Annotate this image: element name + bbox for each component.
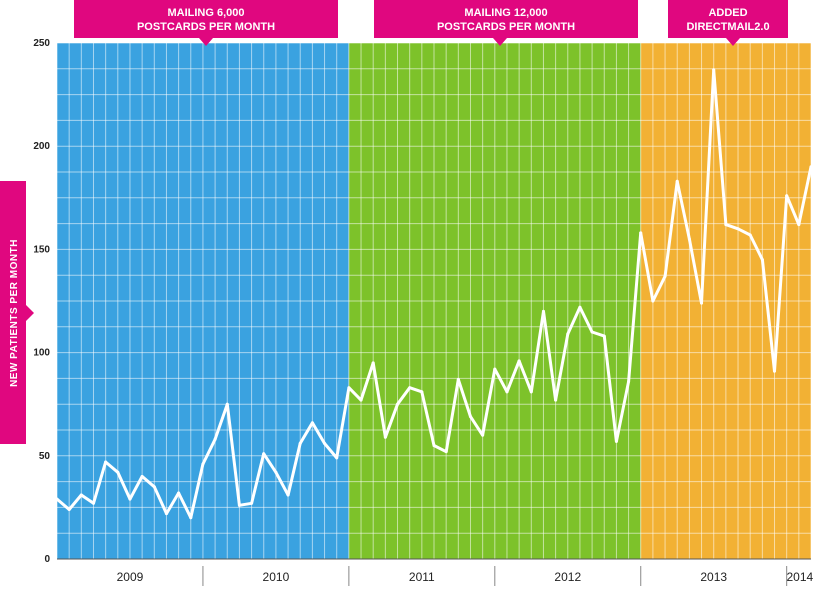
year-label: 2014 [786, 570, 813, 584]
data-point [79, 493, 83, 497]
data-point [213, 437, 217, 441]
data-point [152, 485, 156, 489]
data-point [456, 377, 460, 381]
data-point [639, 231, 643, 235]
data-point [590, 330, 594, 334]
data-point [420, 390, 424, 394]
data-point [116, 470, 120, 474]
callout-line2: POSTCARDS PER MONTH [137, 21, 275, 33]
y-axis-label-tab: NEW PATIENTS PER MONTH [0, 181, 34, 444]
data-point [468, 415, 472, 419]
data-point [578, 305, 582, 309]
data-point [237, 503, 241, 507]
callout-line2: POSTCARDS PER MONTH [437, 21, 575, 33]
data-point [651, 299, 655, 303]
year-label: 2009 [117, 570, 144, 584]
data-point [250, 501, 254, 505]
data-point [785, 194, 789, 198]
data-point [359, 398, 363, 402]
data-point [128, 497, 132, 501]
data-point [687, 237, 691, 241]
y-tick-label: 0 [44, 554, 50, 565]
y-axis-label: NEW PATIENTS PER MONTH [9, 239, 20, 387]
grid-lines [56, 42, 812, 560]
callout-line1: MAILING 12,000 [464, 7, 547, 19]
data-point [274, 470, 278, 474]
y-axis-ticks: 0 50 100 150 200 250 [33, 38, 50, 565]
data-point [760, 258, 764, 262]
series-layer [55, 68, 813, 520]
data-point [262, 452, 266, 456]
data-point [493, 367, 497, 371]
data-point [396, 402, 400, 406]
callouts: MAILING 6,000 POSTCARDS PER MONTH MAILING … [74, 0, 788, 46]
data-point [736, 227, 740, 231]
data-point [602, 334, 606, 338]
data-point [614, 439, 618, 443]
year-label: 2011 [409, 570, 435, 584]
data-point [383, 435, 387, 439]
data-point [773, 369, 777, 373]
data-point [408, 386, 412, 390]
y-tick-label: 50 [39, 451, 51, 462]
data-point [481, 433, 485, 437]
data-point [323, 441, 327, 445]
year-label: 2010 [263, 570, 290, 584]
data-point [517, 359, 521, 363]
callout-pointer [493, 38, 507, 46]
data-point [140, 474, 144, 478]
data-point [505, 390, 509, 394]
data-point [432, 443, 436, 447]
callout-line2: DIRECTMAIL2.0 [686, 21, 769, 33]
data-point [298, 441, 302, 445]
callout-box [74, 0, 338, 38]
data-point [225, 402, 229, 406]
data-point [748, 233, 752, 237]
year-label: 2012 [554, 570, 581, 584]
data-point [335, 456, 339, 460]
data-point [104, 460, 108, 464]
callout-pointer [726, 38, 740, 46]
data-point [627, 379, 631, 383]
data-point [724, 223, 728, 227]
data-point [67, 507, 71, 511]
data-point [164, 512, 168, 516]
data-point [566, 332, 570, 336]
callout-line1: MAILING 6,000 [167, 7, 244, 19]
data-point [529, 390, 533, 394]
ylabel-box [0, 181, 26, 444]
callout-box [668, 0, 788, 38]
callout-line1: ADDED [708, 7, 747, 19]
x-axis: 2009 2010 2011 2012 2013 2014 [57, 558, 814, 586]
y-tick-label: 250 [33, 38, 50, 49]
y-tick-label: 100 [33, 348, 50, 359]
data-point [91, 501, 95, 505]
data-point [700, 301, 704, 305]
data-point [371, 361, 375, 365]
y-tick-label: 150 [33, 244, 50, 255]
data-point [554, 398, 558, 402]
year-label: 2013 [700, 570, 727, 584]
data-point [797, 223, 801, 227]
ylabel-pointer [26, 305, 34, 321]
data-point [347, 386, 351, 390]
data-point [541, 309, 545, 313]
data-point [809, 165, 813, 169]
y-tick-label: 200 [33, 141, 50, 152]
callout-pointer [199, 38, 213, 46]
data-point [444, 450, 448, 454]
data-point [675, 179, 679, 183]
data-point [663, 274, 667, 278]
data-point [177, 491, 181, 495]
data-point [201, 462, 205, 466]
data-point [55, 497, 59, 501]
data-point [310, 421, 314, 425]
data-point [286, 493, 290, 497]
data-point [712, 68, 716, 72]
callout-box [374, 0, 638, 38]
data-point [189, 516, 193, 520]
